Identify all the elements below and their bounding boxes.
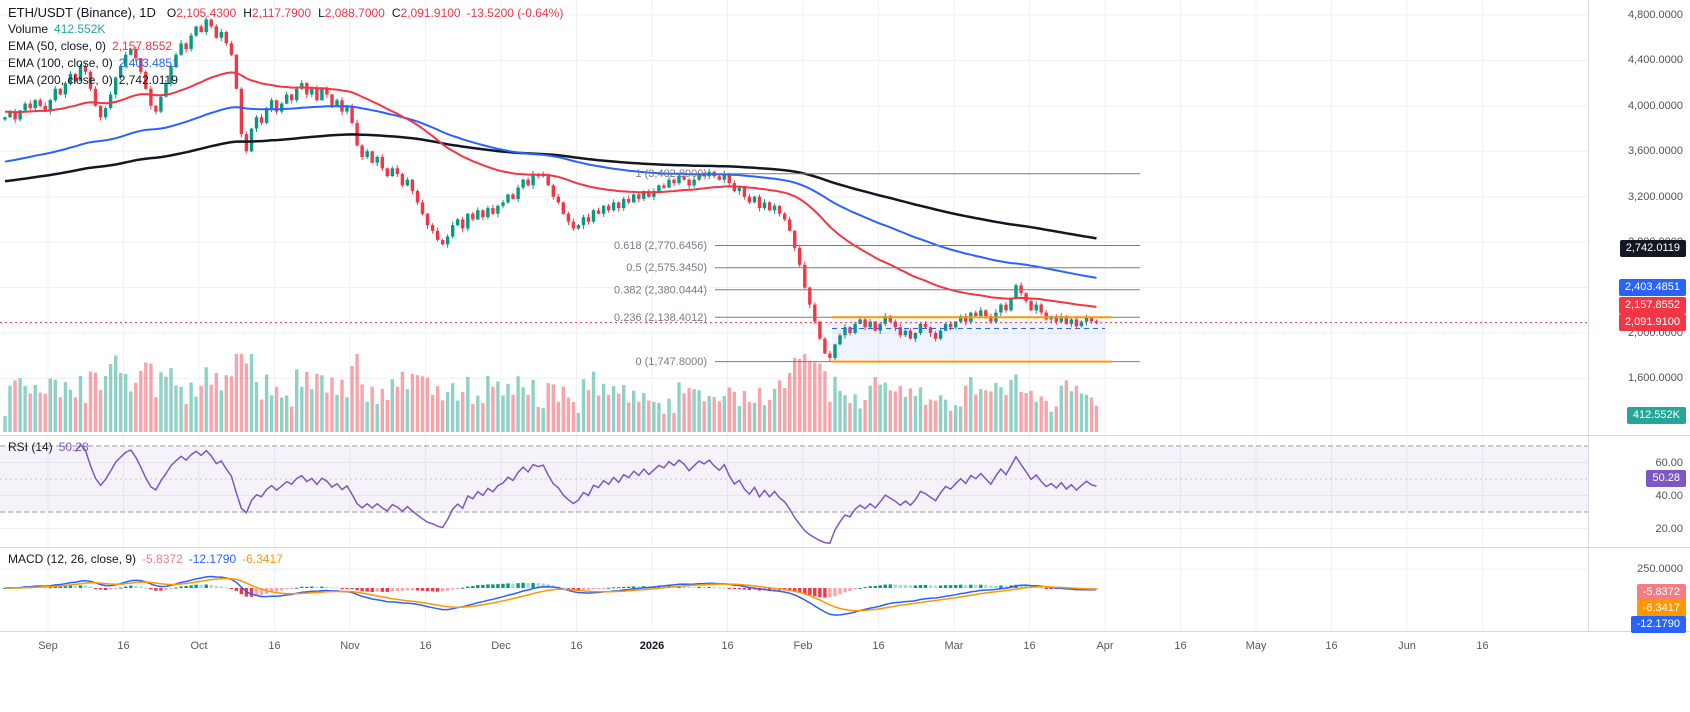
axis-label: 4,800.0000 <box>1627 9 1683 21</box>
open-value: 2,105.4300 <box>176 6 237 20</box>
change-value: -13.5200 (-0.64%) <box>466 6 564 20</box>
axis-label: 4,000.0000 <box>1627 99 1683 112</box>
high-value: 2,117.7900 <box>251 6 312 20</box>
ema100-label: EMA (100, close, 0) <box>8 56 113 70</box>
axis-badge: 2,742.0119 <box>1619 240 1686 258</box>
macd-legend: MACD (12, 26, close, 9) -5.8372 -12.1790 -6… <box>8 551 283 568</box>
axis-label: 4,400.0000 <box>1627 54 1683 67</box>
time-label: 2026 <box>639 640 665 652</box>
axis-badge: 2,403.4851 <box>1618 278 1686 296</box>
time-label: 16 <box>1325 640 1338 652</box>
volume-row[interactable]: Volume 412.552K <box>8 21 563 38</box>
ema50-line[interactable] <box>4 71 1097 308</box>
time-label: Mar <box>944 640 964 652</box>
svg-text:0.236 (2,138.4012): 0.236 (2,138.4012) <box>614 312 707 324</box>
macd-signal-value: -6.3417 <box>242 552 283 566</box>
macd-label: MACD (12, 26, close, 9) <box>8 552 137 566</box>
ema200-label: EMA (200, close, 0) <box>8 73 113 87</box>
ema50-label: EMA (50, close, 0) <box>8 39 107 53</box>
volume-bars <box>3 354 1099 432</box>
axis-label: 20.00 <box>1655 522 1683 535</box>
time-label: 16 <box>268 640 281 652</box>
ema100-line[interactable] <box>4 105 1097 279</box>
ema50-value: 2,157.8552 <box>112 39 173 53</box>
rsi-pane <box>0 443 1588 545</box>
macd-hist-value: -5.8372 <box>142 552 183 566</box>
svg-text:0.5 (2,575.3450): 0.5 (2,575.3450) <box>626 262 707 274</box>
axis-badge: 412.552K <box>1626 406 1686 424</box>
time-label: 16 <box>419 640 432 652</box>
macd-row[interactable]: MACD (12, 26, close, 9) -5.8372 -12.1790 -6… <box>8 551 283 568</box>
svg-text:1 (3,402.8900): 1 (3,402.8900) <box>635 168 707 180</box>
axis-label: 250.0000 <box>1637 563 1683 576</box>
symbol-row[interactable]: ETH/USDT (Binance), 1D O2,105.4300 H2,117.… <box>8 4 563 21</box>
axis-label: 1,600.0000 <box>1627 372 1683 385</box>
rsi-row[interactable]: RSI (14) 50.28 <box>8 439 89 456</box>
close-label: C <box>391 6 401 20</box>
axis-badge: -6.3417 <box>1636 599 1686 617</box>
ema200-row[interactable]: EMA (200, close, 0) 2,742.0119 <box>8 72 563 89</box>
svg-text:0 (1,747.8000): 0 (1,747.8000) <box>635 356 707 368</box>
volume-label: Volume <box>8 22 49 36</box>
high-label: H <box>243 6 252 20</box>
time-label: 16 <box>721 640 734 652</box>
macd-line-value: -12.1790 <box>188 552 237 566</box>
time-label: 16 <box>570 640 583 652</box>
time-label: Oct <box>190 640 208 652</box>
ema200-line[interactable] <box>4 133 1097 240</box>
pane-separators <box>0 0 1690 632</box>
time-label: 16 <box>117 640 130 652</box>
svg-text:0.618 (2,770.6456): 0.618 (2,770.6456) <box>614 240 707 252</box>
axis-label: 3,600.0000 <box>1627 145 1683 158</box>
axis-badge: -12.1790 <box>1630 615 1686 633</box>
volume-value: 412.552K <box>54 22 106 36</box>
low-value: 2,088.7000 <box>324 6 385 20</box>
axis-badge: -5.8372 <box>1636 583 1686 601</box>
rsi-band <box>0 446 1588 512</box>
time-label: Sep <box>38 640 58 652</box>
drawings[interactable] <box>832 316 1112 363</box>
time-label: Feb <box>793 640 813 652</box>
time-label: Apr <box>1096 640 1114 652</box>
time-axis[interactable]: Sep 16 Oct 16 Nov 16 Dec 16 2026 16 Feb 16 Mar 16 Apr 1… <box>0 632 1690 666</box>
ema50-row[interactable]: EMA (50, close, 0) 2,157.8552 <box>8 38 563 55</box>
time-label: Nov <box>340 640 360 652</box>
time-label: Jun <box>1398 640 1416 652</box>
axis-label: 40.00 <box>1655 489 1683 502</box>
macd-pane <box>3 575 1099 616</box>
axis-badge: 2,157.8552 <box>1618 297 1686 315</box>
low-label: L <box>318 6 325 20</box>
candles <box>3 16 1099 361</box>
gridlines <box>0 0 1588 631</box>
rsi-legend: RSI (14) 50.28 <box>8 439 89 456</box>
rsi-label: RSI (14) <box>8 440 53 454</box>
time-label: May <box>1245 640 1267 652</box>
svg-text:0.382 (2,380.0444): 0.382 (2,380.0444) <box>614 284 707 296</box>
axis-label: 60.00 <box>1655 456 1683 469</box>
time-label: 16 <box>1476 640 1489 652</box>
axis-badge: 50.28 <box>1646 470 1686 487</box>
price-axis[interactable]: 4,800.0000 4,400.0000 4,000.0000 3,600.0000… <box>1589 0 1690 633</box>
price-legend: ETH/USDT (Binance), 1D O2,105.4300 H2,117.… <box>8 4 563 89</box>
close-value: 2,091.9100 <box>400 6 461 20</box>
time-label: 16 <box>872 640 885 652</box>
ema100-value: 2,403.4851 <box>118 56 179 70</box>
symbol-title: ETH/USDT (Binance), 1D <box>8 5 156 20</box>
open-label: O <box>166 6 177 20</box>
time-label: Dec <box>491 640 511 652</box>
ema100-row[interactable]: EMA (100, close, 0) 2,403.4851 <box>8 55 563 72</box>
time-label: 16 <box>1023 640 1036 652</box>
ema200-value: 2,742.0119 <box>118 73 178 87</box>
axis-label: 3,200.0000 <box>1627 190 1683 203</box>
rsi-value: 50.28 <box>58 440 89 454</box>
time-label: 16 <box>1174 640 1187 652</box>
axis-badge: 2,091.9100 <box>1618 314 1686 332</box>
